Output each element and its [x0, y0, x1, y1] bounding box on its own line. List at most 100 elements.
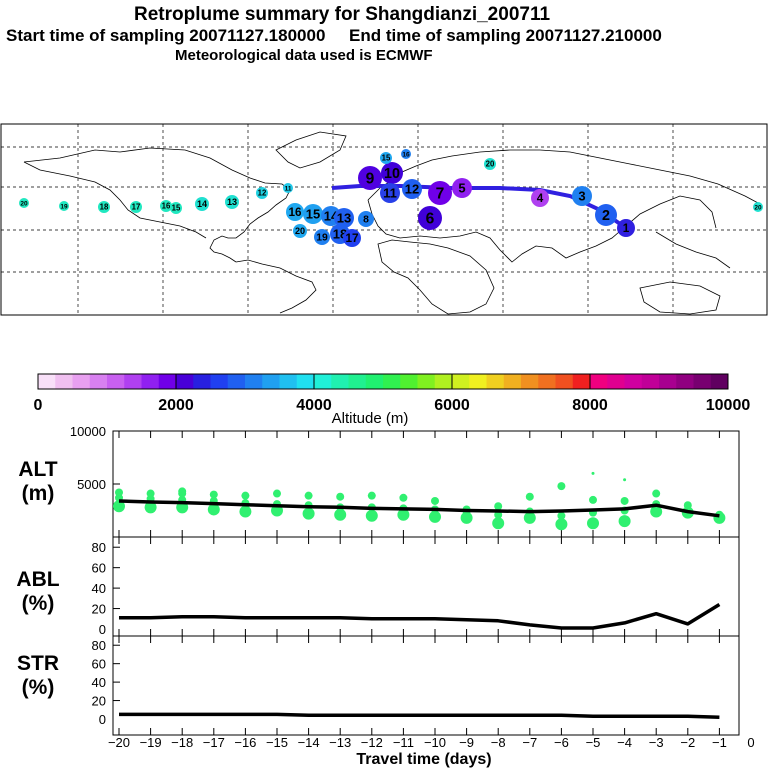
colorbar-cell: [55, 374, 73, 389]
colorbar-cell: [331, 374, 349, 389]
altitude-dot: [273, 489, 281, 498]
eurasia-south: [367, 195, 717, 263]
abl-panel-unit: (%): [22, 592, 55, 615]
plume-marker-label: 7: [436, 185, 445, 202]
plume-marker-label: 17: [132, 203, 141, 212]
abl-tick-label: 60: [92, 561, 106, 576]
plume-marker: [380, 152, 392, 164]
colorbar-tick-label: 0: [34, 397, 43, 414]
altitude-dot: [113, 500, 125, 513]
alt-tick-label: 5000: [77, 477, 106, 492]
plume-marker: [572, 186, 592, 206]
altitude-dot: [397, 508, 410, 521]
colorbar-cells: [38, 374, 729, 389]
plume-marker: [380, 183, 400, 203]
colorbar-tick-label: 4000: [296, 397, 332, 414]
plume-marker: [130, 201, 142, 213]
altitude-dot: [207, 503, 220, 516]
plume-marker-label: 13: [227, 197, 237, 207]
colorbar-tick-label: 8000: [572, 397, 608, 414]
x-tick-label: −12: [361, 735, 383, 750]
plume-marker: [225, 195, 239, 209]
plume-marker-label: 16: [288, 206, 302, 219]
x-tick-label: −19: [140, 735, 162, 750]
altitude-dot: [492, 517, 505, 530]
altitude-dot: [209, 490, 218, 499]
x-tick-label: −20: [108, 735, 130, 750]
chart-title: Retroplume summary for Shangdianzi_20071…: [134, 4, 551, 25]
colorbar-cell: [193, 374, 211, 389]
abl-tick-label: 20: [92, 602, 106, 617]
alt-panel-unit: (m): [22, 482, 55, 505]
plume-marker-label: 11: [383, 186, 397, 201]
plume-marker-label: 15: [382, 154, 391, 163]
south-america-coast: [235, 259, 317, 314]
plume-marker: [286, 203, 304, 221]
altitude-dot: [429, 510, 441, 523]
abl-tick-label: 80: [92, 540, 106, 555]
colorbar-cell: [607, 374, 625, 389]
colorbar-cell: [624, 374, 643, 389]
altitude-dot: [555, 518, 568, 531]
plume-marker: [195, 197, 209, 211]
colorbar-tick-label: 10000: [706, 397, 751, 414]
x-tick-label: −5: [586, 735, 601, 750]
altitude-dot: [557, 511, 566, 520]
start-time: Start time of sampling 20071127.180000: [6, 26, 326, 45]
plume-marker: [19, 198, 29, 208]
colorbar-cell: [107, 374, 125, 389]
colorbar-cell: [141, 374, 160, 389]
colorbar-cell: [279, 374, 298, 389]
plume-marker: [59, 201, 69, 211]
x-tick-label: 0: [747, 735, 754, 750]
plume-marker-label: 5: [458, 181, 465, 196]
plume-marker: [531, 189, 549, 207]
colorbar-cell: [538, 374, 556, 389]
altitude-dot: [557, 482, 566, 491]
altitude-dot: [620, 496, 629, 505]
plume-marker: [303, 204, 323, 224]
colorbar-title: Altitude (m): [332, 410, 409, 427]
altitude-dot: [367, 491, 376, 500]
abl-tick-label: 0: [99, 622, 106, 637]
abl-panel-label: ABL: [16, 568, 59, 591]
plume-marker-label: 6: [426, 210, 435, 227]
plume-marker-label: 11: [285, 185, 292, 192]
plume-marker-label: 19: [316, 233, 328, 244]
plume-marker-label: 16: [402, 151, 410, 158]
plume-marker: [256, 187, 268, 199]
x-axis-label: Travel time (days): [356, 751, 491, 768]
colorbar-cell: [210, 374, 229, 389]
x-tick-label: −1: [712, 735, 727, 750]
str-tick-label: 40: [92, 675, 106, 690]
altitude-colorbar: 0 2000 4000 6000 8000 10000 Altitude (m): [34, 373, 751, 427]
altitude-dot: [399, 493, 408, 502]
plume-marker-label: 12: [405, 182, 419, 197]
colorbar-tick-label: 6000: [434, 397, 470, 414]
plume-marker-label: 10: [384, 166, 400, 182]
altitude-dot: [431, 496, 439, 505]
plume-marker-label: 20: [20, 200, 28, 207]
plume-marker-label: 15: [306, 207, 320, 222]
altitude-dot: [336, 492, 345, 501]
altitude-dot: [178, 487, 187, 496]
met-data-label: Meteorological data used is ECMWF: [175, 47, 433, 64]
altitude-dot: [587, 517, 599, 530]
plume-marker-label: 14: [197, 199, 208, 209]
colorbar-cell: [89, 374, 108, 389]
altitude-dot: [241, 491, 250, 500]
x-tick-label: −8: [491, 735, 506, 750]
colorbar-tick-labels: 0 2000 4000 6000 8000 10000: [34, 374, 751, 414]
x-tick-label: −9: [459, 735, 474, 750]
north-america-west: [23, 161, 207, 239]
plume-marker: [283, 183, 293, 193]
australia: [639, 281, 721, 315]
colorbar-cell: [659, 374, 677, 389]
x-tick-label: −14: [298, 735, 320, 750]
plume-marker: [753, 202, 763, 212]
plume-marker: [595, 204, 617, 226]
plume-marker: [452, 178, 472, 198]
abl-tick-label: 40: [92, 581, 106, 596]
x-tick-label: −2: [680, 735, 695, 750]
